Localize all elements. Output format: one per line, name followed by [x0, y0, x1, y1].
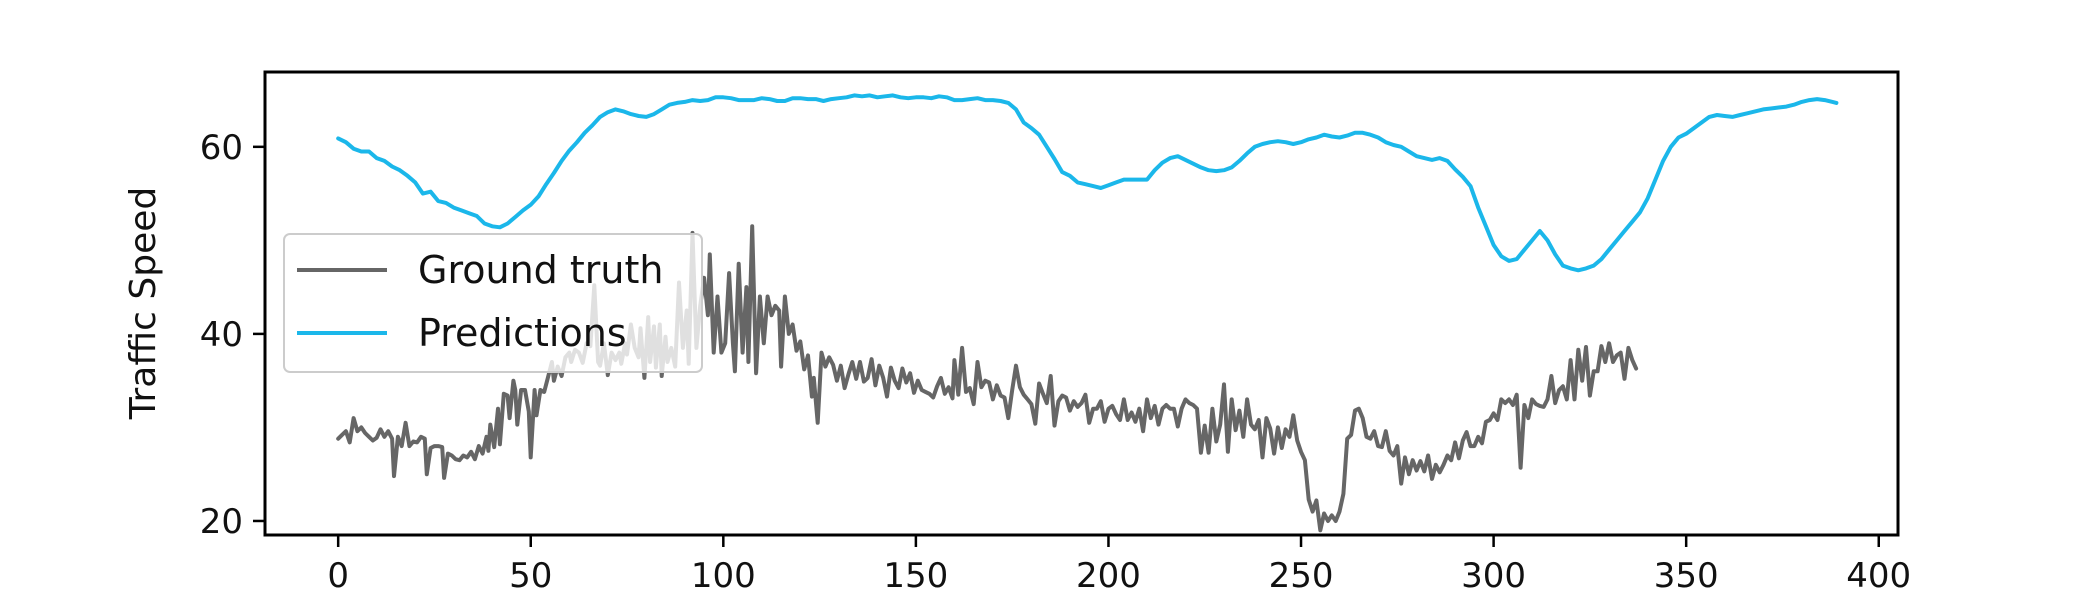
legend-label-ground-truth: Ground truth: [418, 248, 663, 292]
y-axis-label: Traffic Speed: [123, 187, 164, 420]
x-tick-label: 0: [327, 556, 349, 596]
y-tick-label: 20: [200, 502, 243, 542]
x-tick-label: 100: [691, 556, 756, 596]
x-tick-label: 250: [1269, 556, 1334, 596]
legend-label-predictions: Predictions: [418, 311, 627, 355]
legend: Ground truth Predictions: [283, 233, 703, 373]
y-axis: 20 40 60: [200, 128, 265, 542]
x-tick-label: 400: [1846, 556, 1911, 596]
x-tick-label: 50: [509, 556, 552, 596]
x-tick-label: 350: [1654, 556, 1719, 596]
x-tick-label: 300: [1461, 556, 1526, 596]
series-line-predictions: [336, 93, 1839, 273]
series-layer: [336, 93, 1839, 533]
plot-frame: [263, 70, 1900, 537]
y-tick-label: 40: [200, 315, 243, 355]
x-axis: 0 50 100 150 200 250 300 350 400: [327, 535, 1911, 596]
y-tick-label: 60: [200, 128, 243, 168]
x-tick-label: 150: [883, 556, 948, 596]
series-line-ground-truth: [336, 224, 1639, 533]
legend-box: [283, 233, 703, 373]
x-tick-label: 200: [1076, 556, 1141, 596]
